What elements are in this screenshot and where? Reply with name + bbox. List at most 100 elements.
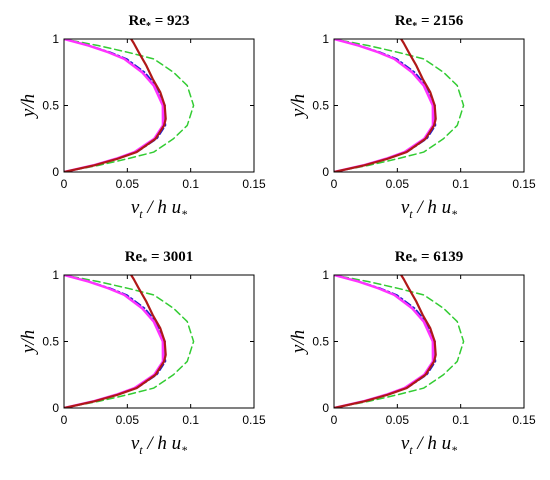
x-tick-label: 0 (331, 177, 338, 191)
title-re: Re (128, 13, 146, 29)
x-tick-label: 0.15 (242, 413, 266, 427)
x-label-star: * (451, 443, 457, 457)
series-line-green (64, 39, 195, 172)
series-line-red (334, 275, 437, 408)
x-label-nu: ν (401, 197, 410, 218)
series-line-purple (64, 39, 165, 172)
title-re: Re (395, 249, 413, 265)
x-label-mid: / h u (143, 197, 182, 218)
y-tick-label: 1 (52, 32, 59, 46)
axes-frame (63, 38, 255, 173)
x-axis-label: νt / h u* (401, 433, 457, 457)
y-axis-label: y/h (288, 330, 309, 355)
x-label-t: t (139, 207, 143, 221)
series-group (334, 275, 465, 408)
title-value: = 3001 (147, 249, 193, 265)
series-line-magenta (64, 39, 165, 172)
x-label-star: * (181, 443, 187, 457)
series-line-green (334, 275, 465, 408)
title-subscript: * (412, 257, 417, 268)
series-line-red (64, 275, 167, 408)
series-group (334, 39, 465, 172)
y-tick-label: 1 (322, 32, 329, 46)
x-label-nu: ν (131, 433, 140, 454)
series-line-red (64, 39, 167, 172)
x-label-t: t (139, 443, 143, 457)
series-group (64, 39, 195, 172)
y-tick-label: 1 (52, 268, 59, 282)
series-line-purple (64, 275, 165, 408)
x-label-mid: / h u (143, 433, 182, 454)
series-line-green (64, 275, 195, 408)
x-tick-label: 0 (61, 177, 68, 191)
x-axis-label: νt / h u* (401, 197, 457, 221)
series-line-magenta (334, 275, 435, 408)
y-axis-label: y/h (18, 94, 39, 119)
axes-frame (333, 274, 525, 409)
title-subscript: * (412, 21, 417, 32)
y-axis-label: y/h (18, 330, 39, 355)
x-tick-label: 0.15 (512, 177, 536, 191)
x-tick-label: 0.1 (452, 177, 469, 191)
y-tick-label: 0 (52, 165, 59, 179)
x-tick-label: 0 (61, 413, 68, 427)
title-re: Re (395, 13, 413, 29)
series-line-blue (64, 39, 167, 172)
x-tick-label: 0.1 (182, 177, 199, 191)
x-tick-label: 0.05 (116, 177, 140, 191)
series-line-red (334, 39, 437, 172)
panel-title: Re* = 2156 (395, 13, 464, 32)
axes-frame (333, 38, 525, 173)
title-subscript: * (146, 21, 151, 32)
title-value: = 2156 (417, 13, 464, 29)
x-axis-label: νt / h u* (131, 433, 187, 457)
title-value: = 923 (151, 13, 190, 29)
series-line-purple (334, 39, 435, 172)
panel-title: Re* = 923 (128, 13, 189, 32)
y-axis-label: y/h (288, 94, 309, 119)
x-label-mid: / h u (413, 197, 452, 218)
x-tick-label: 0.15 (242, 177, 266, 191)
x-label-nu: ν (401, 433, 410, 454)
x-label-star: * (451, 207, 457, 221)
title-subscript: * (142, 257, 147, 268)
x-label-star: * (181, 207, 187, 221)
series-line-magenta (334, 39, 435, 172)
series-line-purple (334, 275, 435, 408)
x-tick-label: 0.05 (386, 177, 410, 191)
y-tick-label: 0.5 (42, 335, 59, 349)
x-label-t: t (409, 207, 413, 221)
series-line-blue (334, 275, 437, 408)
y-tick-label: 0 (322, 401, 329, 415)
x-axis-label: νt / h u* (131, 197, 187, 221)
x-tick-label: 0.1 (182, 413, 199, 427)
x-tick-label: 0.05 (116, 413, 140, 427)
series-line-magenta (64, 275, 165, 408)
y-tick-label: 0 (52, 401, 59, 415)
x-tick-label: 0.15 (512, 413, 536, 427)
panel-title: Re* = 3001 (125, 249, 194, 268)
x-tick-label: 0.1 (452, 413, 469, 427)
panel-title: Re* = 6139 (395, 249, 464, 268)
x-tick-label: 0.05 (386, 413, 410, 427)
x-label-t: t (409, 443, 413, 457)
series-line-green (334, 39, 465, 172)
series-group (64, 275, 195, 408)
x-label-nu: ν (131, 197, 140, 218)
y-tick-label: 0.5 (312, 99, 329, 113)
x-tick-label: 0 (331, 413, 338, 427)
series-line-blue (64, 275, 167, 408)
y-tick-label: 1 (322, 268, 329, 282)
title-value: = 6139 (417, 249, 463, 265)
series-line-blue (334, 39, 437, 172)
y-tick-label: 0 (322, 165, 329, 179)
title-re: Re (125, 249, 143, 265)
y-tick-label: 0.5 (42, 99, 59, 113)
y-tick-label: 0.5 (312, 335, 329, 349)
x-label-mid: / h u (413, 433, 452, 454)
